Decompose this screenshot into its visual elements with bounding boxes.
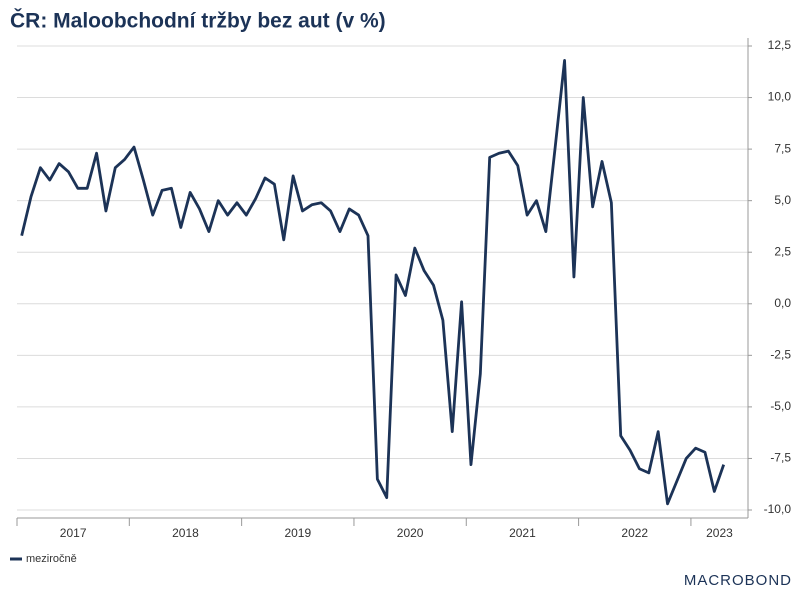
x-tick-label: 2019 xyxy=(284,526,311,540)
legend-label: meziročně xyxy=(26,553,77,565)
x-tick-label: 2022 xyxy=(621,526,648,540)
y-tick-label: 0,0 xyxy=(774,296,791,310)
y-tick-label: 7,5 xyxy=(774,141,791,155)
y-tick-label: 2,5 xyxy=(774,244,791,258)
y-tick-label: 5,0 xyxy=(774,193,791,207)
x-tick-label: 2017 xyxy=(60,526,87,540)
y-tick-label: -5,0 xyxy=(770,399,791,413)
data-line xyxy=(20,59,726,506)
y-tick-label: 10,0 xyxy=(768,90,792,104)
brand-logo: MACROBOND xyxy=(684,572,792,589)
x-tick-label: 2018 xyxy=(172,526,199,540)
x-tick-label: 2021 xyxy=(509,526,536,540)
x-tick-label: 2023 xyxy=(706,526,733,540)
y-tick-label: -10,0 xyxy=(764,502,792,516)
y-tick-label: -2,5 xyxy=(770,348,791,362)
y-tick-label: 12,5 xyxy=(768,38,792,52)
chart-title: ČR: Maloobchodní tržby bez aut (v %) xyxy=(10,9,386,33)
y-tick-label: -7,5 xyxy=(770,451,791,465)
x-tick-label: 2020 xyxy=(397,526,424,540)
